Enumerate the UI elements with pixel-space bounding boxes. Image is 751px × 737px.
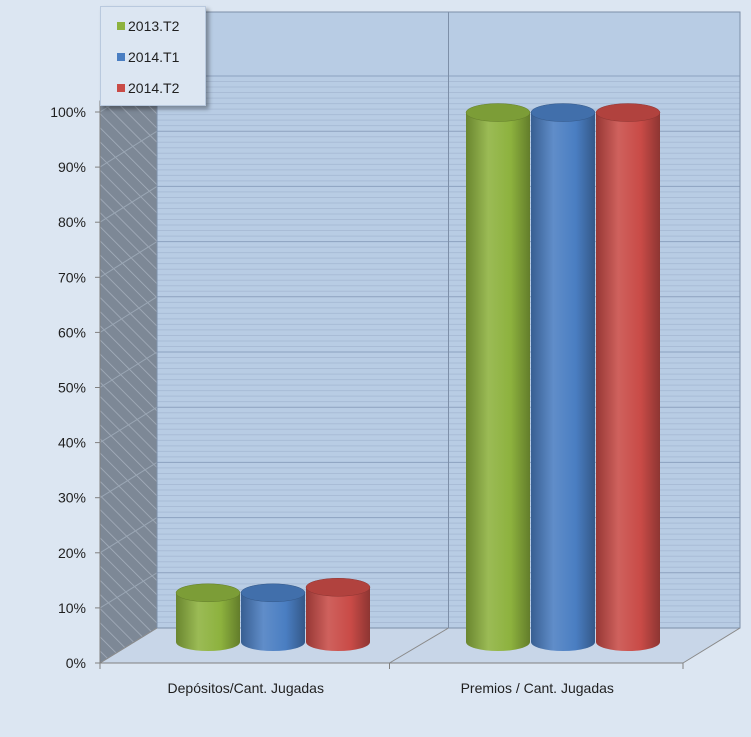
y-tick-label: 30%	[58, 490, 86, 506]
legend-item: 2014.T2	[117, 79, 179, 97]
bar-body	[306, 587, 370, 651]
legend-swatch-2014-t2	[117, 84, 125, 92]
side-gridline	[99, 241, 158, 278]
y-tick-label: 60%	[58, 324, 86, 340]
side-gridline	[99, 130, 158, 168]
legend-label: 2014.T1	[128, 49, 180, 65]
y-tick-label: 70%	[58, 269, 86, 285]
legend-item: 2013.T2	[117, 17, 179, 35]
y-tick-label: 80%	[58, 214, 86, 230]
floor-divider	[682, 627, 741, 664]
bar-2014.T2-1	[595, 103, 661, 651]
legend-swatch-2013-t2	[117, 22, 125, 30]
bar-2013.T2-1	[465, 103, 531, 651]
side-gridline	[99, 296, 158, 333]
legend-item: 2014.T1	[117, 48, 179, 66]
bar-body	[466, 112, 530, 651]
bar-2013.T2-0	[175, 583, 241, 651]
bar-2014.T1-1	[530, 103, 596, 651]
y-tick-label: 10%	[58, 600, 86, 616]
bar-2014.T2-0	[305, 578, 371, 651]
bar-top	[465, 103, 531, 122]
legend: 2013.T2 2014.T1 2014.T2	[100, 6, 206, 106]
bar-body	[531, 112, 595, 651]
bar-body	[241, 592, 305, 651]
legend-swatch-2014-t1	[117, 53, 125, 61]
axis-labels: 0% 10% 20% 30% 40% 50% 60% 70% 80% 90% 100% Depósit…	[50, 104, 614, 696]
bars	[175, 103, 661, 651]
category-label: Premios / Cant. Jugadas	[461, 680, 614, 696]
y-tick-label: 0%	[66, 655, 86, 671]
category-label: Depósitos/Cant. Jugadas	[168, 680, 324, 696]
y-tick-label: 40%	[58, 435, 86, 451]
y-tick-label: 20%	[58, 545, 86, 561]
side-gridline	[99, 351, 158, 388]
side-gridline	[99, 572, 158, 609]
bar-body	[596, 112, 660, 651]
side-gridline	[99, 461, 158, 499]
bar-body	[176, 592, 240, 651]
bar-top	[530, 103, 596, 122]
bar-top	[175, 583, 241, 603]
side-wall	[99, 10, 158, 664]
side-gridline	[99, 406, 158, 444]
y-tick-label: 90%	[58, 159, 86, 175]
legend-label: 2013.T2	[128, 18, 180, 34]
side-gridline	[99, 517, 158, 554]
y-tick-label: 100%	[50, 104, 86, 120]
legend-label: 2014.T2	[128, 80, 180, 96]
bar-top	[240, 583, 306, 603]
bar-top	[305, 578, 371, 597]
y-tick-label: 50%	[58, 380, 86, 396]
side-gridline	[99, 185, 158, 223]
bar-2014.T1-0	[240, 583, 306, 651]
bar-top	[595, 103, 661, 122]
floor-divider	[99, 627, 158, 664]
floor-divider	[389, 627, 449, 664]
axes	[95, 100, 741, 669]
